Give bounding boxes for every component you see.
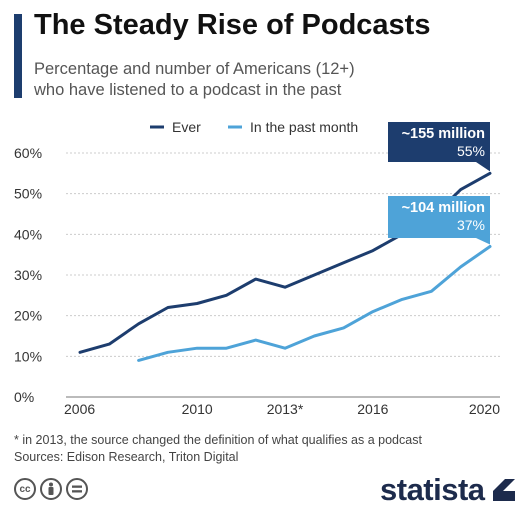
x-tick-label: 2020	[469, 401, 500, 417]
x-tick-label: 2010	[182, 401, 213, 417]
statista-logo: statista	[380, 472, 517, 508]
y-tick-label: 30%	[14, 267, 42, 283]
y-tick-label: 20%	[14, 308, 42, 324]
chart-subtitle: Percentage and number of Americans (12+)…	[34, 59, 504, 101]
annotation-box	[388, 196, 490, 238]
line-chart: 0% 10% 20% 30% 40% 50% 60% 2006 2010 2013* 2016 202…	[14, 119, 500, 417]
annotation-value: 37%	[457, 217, 485, 233]
brand-name: statista	[380, 472, 485, 507]
annotation-label: ~155 million	[402, 126, 485, 142]
subtitle-line-1: Percentage and number of Americans (12+)	[34, 60, 355, 78]
subtitle-line-2: who have listened to a podcast in the pa…	[34, 81, 342, 99]
legend-label: In the past month	[250, 119, 358, 135]
annotation-label: ~104 million	[402, 200, 485, 216]
x-tick-label: 2013*	[267, 401, 304, 417]
legend-label: Ever	[172, 119, 201, 135]
x-tick-label: 2006	[64, 401, 95, 417]
y-tick-label: 50%	[14, 186, 42, 202]
y-tick-label: 60%	[14, 145, 42, 161]
license-icons: cc	[14, 478, 88, 500]
annotation-box	[388, 122, 490, 162]
annotation-pointer	[476, 162, 490, 172]
statista-logo-icon	[492, 479, 515, 501]
annotation-value: 55%	[457, 143, 485, 159]
footnote: * in 2013, the source changed the defini…	[14, 433, 422, 447]
y-tick-label: 10%	[14, 348, 42, 364]
series-line-in-the-past-month	[137, 245, 492, 362]
x-tick-label: 2016	[357, 401, 388, 417]
y-tick-label: 40%	[14, 226, 42, 242]
no-derivatives-icon	[66, 478, 88, 500]
sources: Sources: Edison Research, Triton Digital	[14, 450, 239, 464]
y-tick-label: 0%	[14, 389, 34, 405]
attribution-icon	[40, 478, 62, 500]
chart-title: The Steady Rise of Podcasts	[34, 9, 431, 41]
annotation-pointer	[476, 238, 490, 245]
footnote-block: * in 2013, the source changed the defini…	[14, 432, 422, 466]
title-accent-bar	[14, 14, 22, 98]
creative-commons-icon: cc	[14, 478, 36, 500]
